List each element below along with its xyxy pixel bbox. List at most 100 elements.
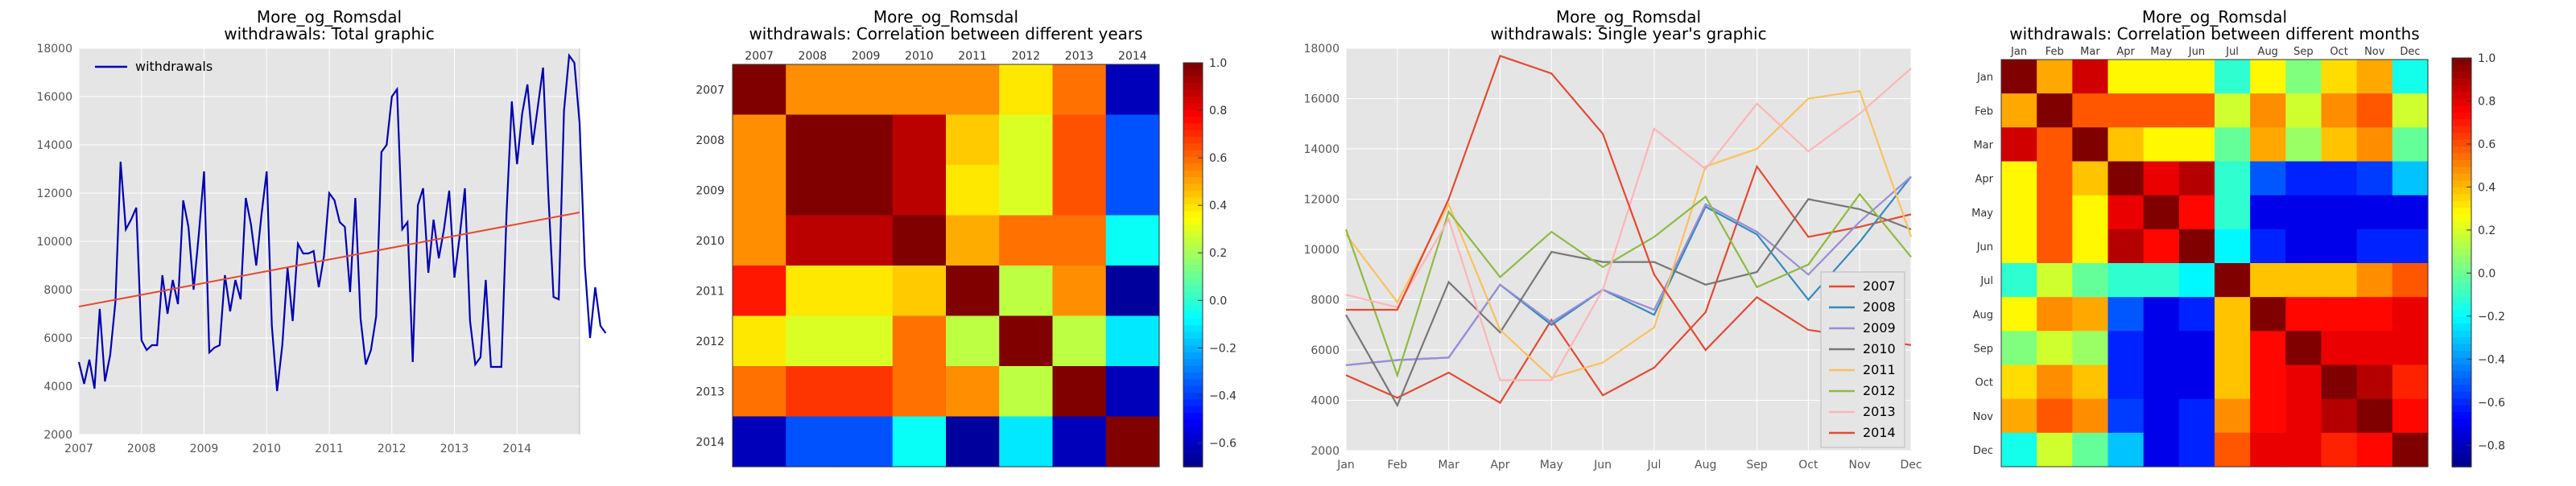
colorbar-tick-label: −0.2 xyxy=(2478,311,2505,323)
column-label: Sep xyxy=(2293,46,2314,58)
colorbar-segment xyxy=(1183,345,1203,353)
y-tick-label: 2000 xyxy=(1311,445,1340,458)
colorbar-segment xyxy=(2452,160,2471,168)
heatmap-cell xyxy=(2001,161,2037,196)
heatmap-cell xyxy=(2143,398,2180,434)
x-tick-label: Jan xyxy=(1336,459,1355,472)
colorbar-segment xyxy=(1183,265,1203,273)
heatmap-cell xyxy=(2178,93,2215,128)
colorbar-segment xyxy=(2452,194,2471,202)
heatmap-cell xyxy=(2392,364,2429,400)
colorbar-segment xyxy=(2452,241,2471,249)
heatmap-cell xyxy=(2037,432,2073,467)
heatmap-cell xyxy=(2392,93,2429,128)
colorbar-tick-label: −0.2 xyxy=(1209,342,1236,355)
heatmap-cell xyxy=(2072,297,2109,332)
heatmap-cell xyxy=(946,165,1000,216)
colorbar-segment xyxy=(1183,231,1203,239)
heatmap-cell xyxy=(2001,93,2037,128)
chart-subtitle: withdrawals: Correlation between differe… xyxy=(2009,24,2419,43)
colorbar-segment xyxy=(1183,177,1203,185)
colorbar-segment xyxy=(2452,221,2471,229)
heatmap-cell xyxy=(2107,364,2145,400)
colorbar-segment xyxy=(1183,190,1203,199)
y-tick-label: 8000 xyxy=(1311,294,1340,307)
colorbar-segment xyxy=(2452,337,2471,345)
y-tick-label: 14000 xyxy=(36,139,72,152)
heatmap-cell xyxy=(892,215,947,266)
heatmap-cell xyxy=(999,266,1054,317)
heatmap-cell xyxy=(2037,229,2073,264)
heatmap-cell xyxy=(2356,161,2393,196)
colorbar-segment xyxy=(2452,453,2471,461)
colorbar-segment xyxy=(1183,69,1203,77)
heatmap-cell xyxy=(892,315,947,367)
heatmap-cell xyxy=(2037,195,2073,230)
chart-subtitle: withdrawals: Total graphic xyxy=(224,24,434,43)
heatmap-cell xyxy=(892,416,947,467)
heatmap-cell xyxy=(839,315,894,367)
colorbar-tick-label: −0.4 xyxy=(2478,353,2505,366)
column-label: May xyxy=(2150,46,2172,58)
heatmap-cell xyxy=(2072,398,2109,434)
colorbar-segment xyxy=(2452,153,2471,161)
heatmap-cell xyxy=(2072,364,2109,400)
heatmap-cell xyxy=(892,165,947,216)
colorbar-segment xyxy=(2452,139,2471,147)
heatmap-cell xyxy=(2250,93,2286,128)
heatmap-cell xyxy=(2001,60,2037,94)
heatmap-cell xyxy=(2072,127,2109,163)
colorbar-segment xyxy=(1183,63,1203,71)
heatmap-cell xyxy=(946,266,1000,317)
heatmap-cell xyxy=(2178,297,2215,332)
heatmap-cell xyxy=(839,64,894,116)
heatmap-cell xyxy=(2356,229,2393,264)
legend-label: withdrawals xyxy=(135,59,213,74)
column-label: 2013 xyxy=(1065,50,1094,63)
column-label: Feb xyxy=(2046,46,2064,58)
heatmap-cell xyxy=(733,215,786,266)
column-label: Oct xyxy=(2330,46,2347,58)
column-label: Nov xyxy=(2364,46,2385,58)
row-label: 2011 xyxy=(696,285,724,298)
row-label: Jun xyxy=(1976,241,1993,253)
heatmap-cell xyxy=(733,64,786,116)
x-tick-label: 2010 xyxy=(252,443,281,455)
colorbar-segment xyxy=(1183,311,1203,319)
row-label: Feb xyxy=(1975,105,1993,117)
x-tick-label: 2012 xyxy=(378,443,407,455)
colorbar-segment xyxy=(2452,92,2471,100)
heatmap-cell xyxy=(2107,195,2145,230)
colorbar-tick-label: 0.6 xyxy=(1209,152,1227,165)
heatmap-cell xyxy=(946,114,1000,166)
heatmap-cell xyxy=(999,165,1054,216)
heatmap-cell xyxy=(2250,229,2286,264)
colorbar-segment xyxy=(2452,84,2471,93)
colorbar-tick-label: 0.0 xyxy=(1209,294,1227,307)
colorbar-tick-label: −0.6 xyxy=(2478,397,2505,410)
heatmap-cell xyxy=(2356,60,2393,94)
colorbar-segment xyxy=(2452,391,2471,400)
colorbar-segment xyxy=(1183,137,1203,145)
row-label: Jan xyxy=(1976,72,1993,84)
colorbar-segment xyxy=(1183,339,1203,347)
colorbar-segment xyxy=(2452,214,2471,222)
colorbar-segment xyxy=(2452,398,2471,406)
column-label: 2007 xyxy=(745,50,774,63)
y-tick-label: 10000 xyxy=(36,236,72,249)
heatmap-cell xyxy=(2356,432,2393,467)
heatmap-cell xyxy=(2356,297,2393,332)
heatmap-cell xyxy=(2037,398,2073,434)
heatmap-cell xyxy=(2143,127,2180,163)
heatmap-cell xyxy=(2356,331,2393,366)
colorbar-segment xyxy=(2452,64,2471,72)
heatmap-cell xyxy=(2215,93,2251,128)
heatmap-cell xyxy=(2250,195,2286,230)
heatmap-cell xyxy=(2037,297,2073,332)
heatmap-cell xyxy=(2321,127,2358,163)
heatmap-cell xyxy=(2285,398,2322,434)
heatmap-cell xyxy=(786,366,840,418)
heatmap-cell xyxy=(2107,60,2145,94)
heatmap-cell xyxy=(946,416,1000,467)
heatmap-cell xyxy=(2107,93,2145,128)
